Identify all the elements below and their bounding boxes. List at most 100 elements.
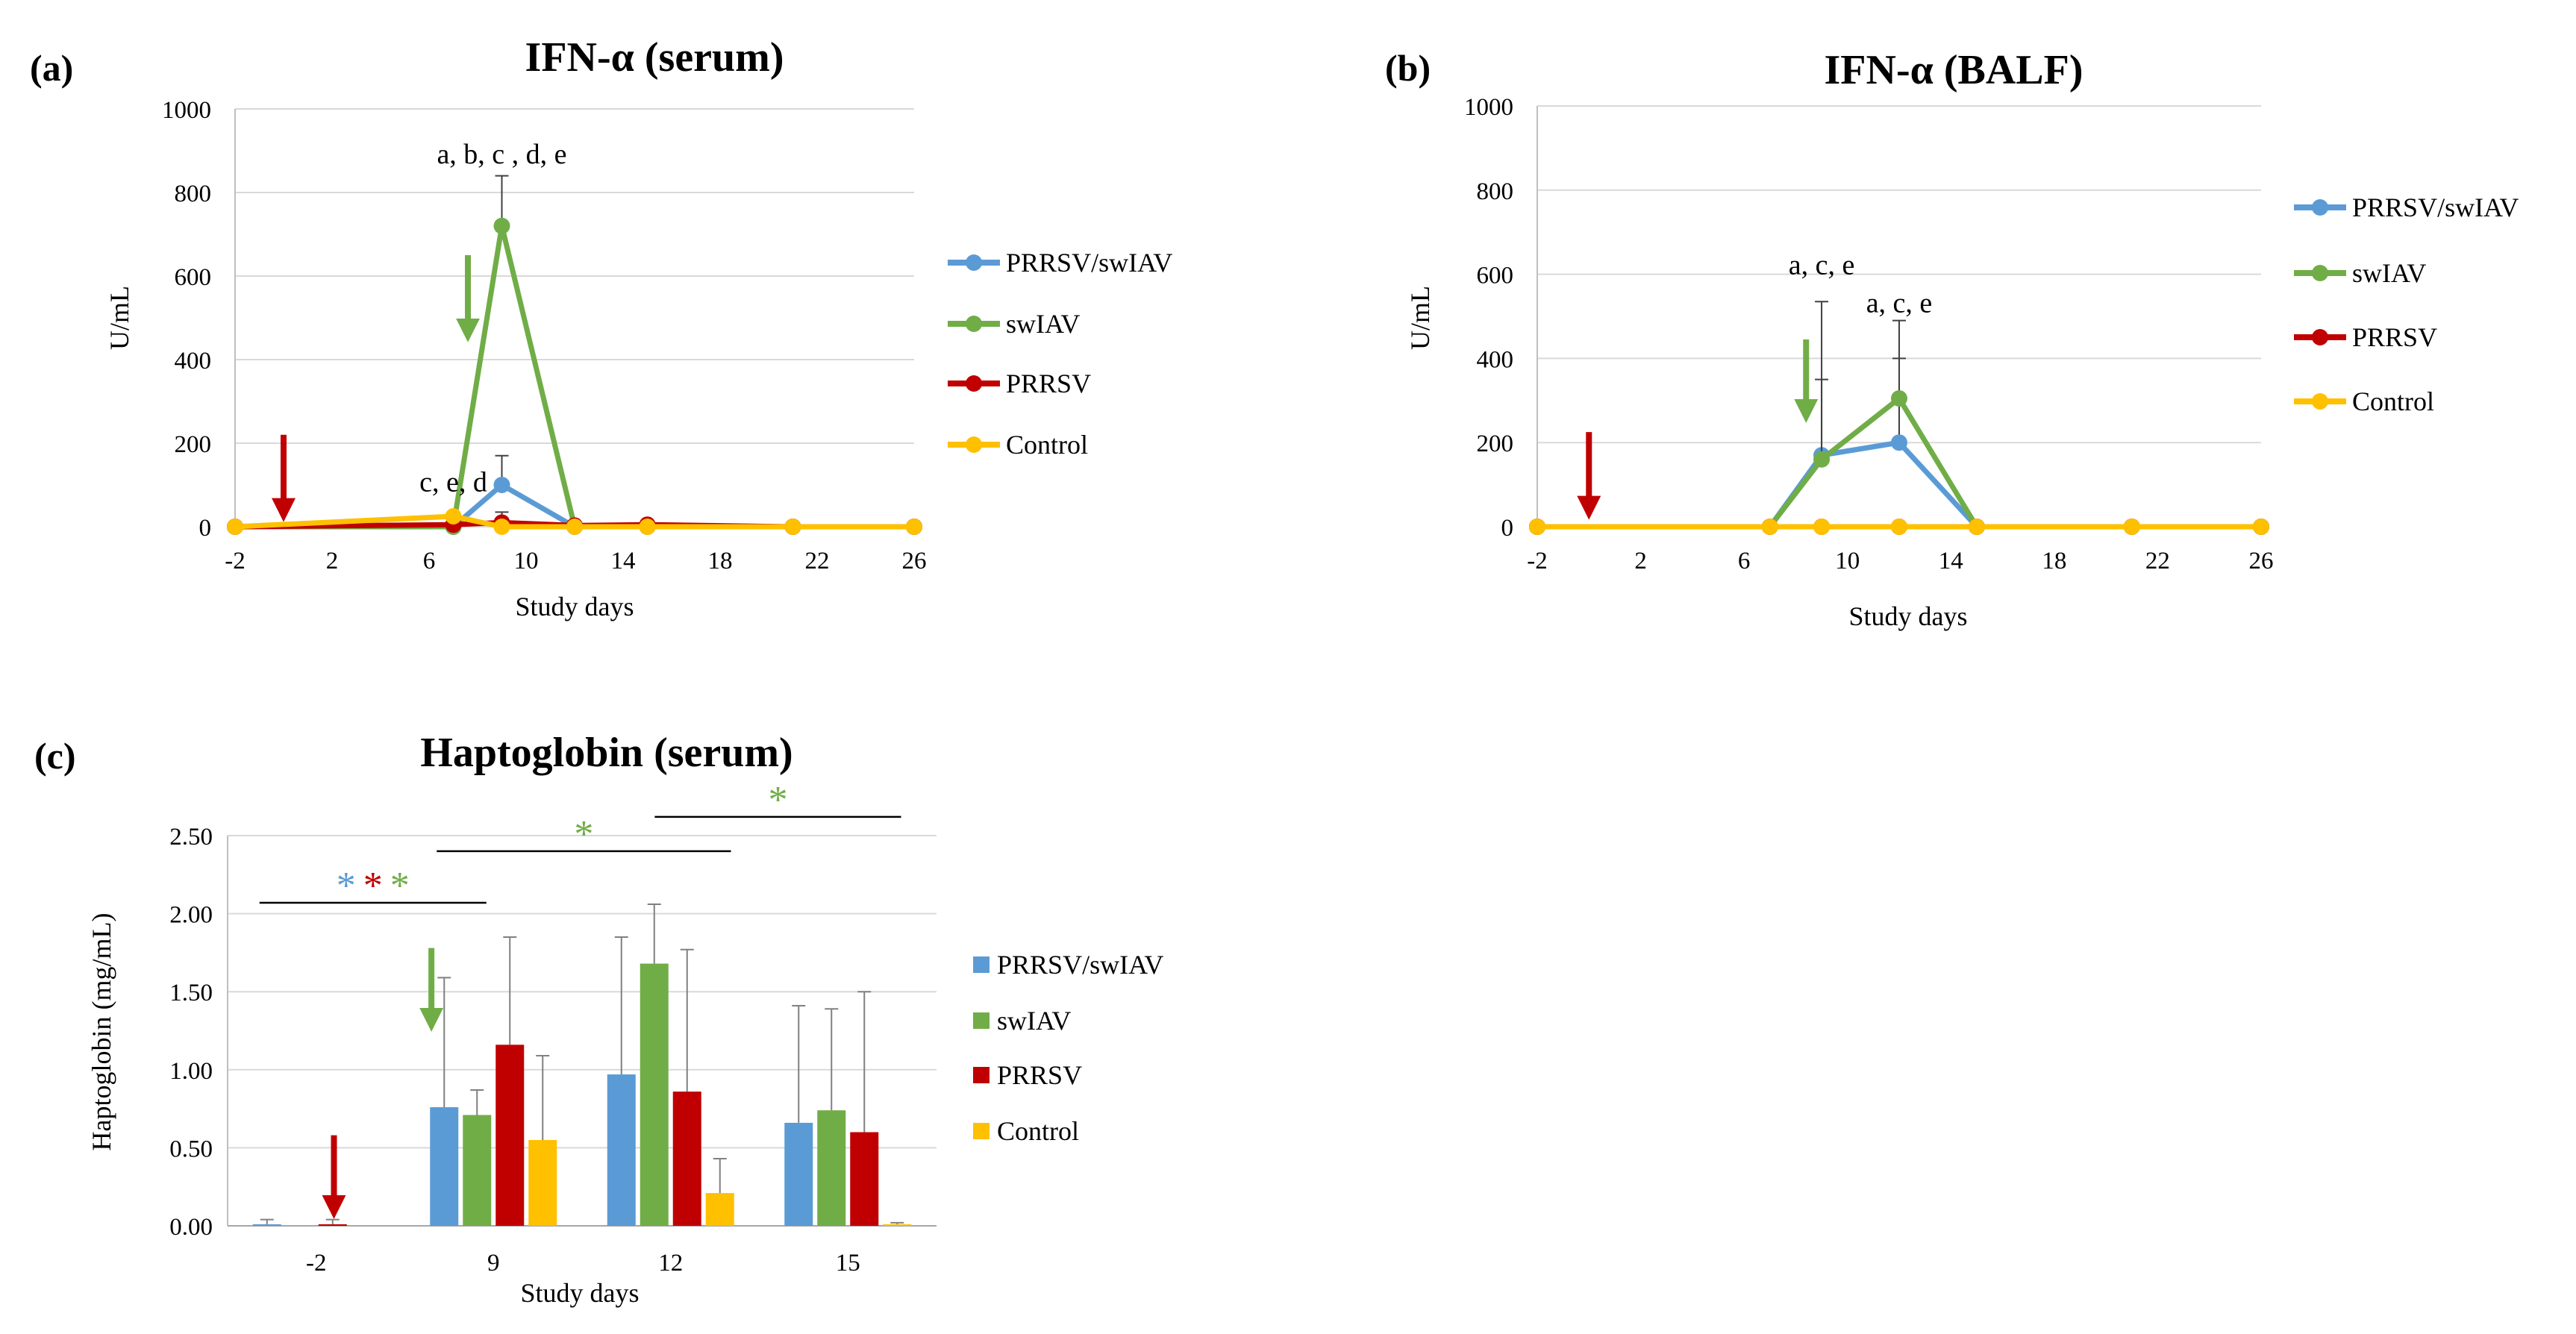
significance-annotation: a, b, c , d, e	[437, 139, 566, 170]
legend-marker	[966, 375, 982, 392]
data-point	[1968, 519, 1985, 535]
legend-item-control: Control	[948, 430, 1088, 460]
significance-star: *	[574, 813, 593, 856]
y-tick-label: 600	[175, 264, 212, 291]
y-axis-label-b: U/mL	[1405, 286, 1435, 350]
x-tick-label: -2	[225, 548, 246, 574]
bar	[463, 1115, 492, 1226]
x-tick-label: 14	[611, 548, 636, 574]
x-tick-label: 10	[514, 548, 539, 574]
bar	[430, 1107, 459, 1226]
y-tick-label: 0.50	[169, 1136, 213, 1162]
legend-marker	[966, 436, 982, 453]
legend-item-prrsv: PRRSV	[948, 369, 1091, 398]
panel-label-c: (c)	[34, 735, 76, 777]
y-tick-label: 800	[175, 181, 212, 207]
legend-swatch	[973, 1123, 990, 1139]
legend-marker	[966, 254, 982, 271]
data-point	[493, 477, 510, 493]
legend-label: Control	[2352, 386, 2434, 416]
chart-title-c: Haptoglobin (serum)	[420, 730, 793, 776]
x-tick-label: 18	[708, 548, 733, 574]
series-line	[1537, 439, 2261, 530]
legend-swatch	[973, 956, 990, 973]
bar	[252, 1224, 281, 1226]
bar	[640, 963, 669, 1226]
data-point	[784, 519, 801, 535]
panel-c: (c) Haptoglobin (serum) Study days Hapto…	[34, 730, 1163, 1308]
y-tick-label: 800	[1477, 178, 1514, 205]
panel-label-b: (b)	[1385, 47, 1431, 89]
legend-marker	[2312, 329, 2328, 345]
significance-annotation: a, c, e	[1866, 287, 1933, 319]
bar	[528, 1139, 557, 1226]
x-tick-label: 18	[2042, 548, 2066, 574]
y-tick-label: 1.00	[169, 1058, 213, 1085]
y-tick-label: 400	[1477, 346, 1514, 373]
x-tick-label: 10	[1835, 548, 1860, 574]
bar	[318, 1224, 347, 1226]
legend-item-control: Control	[2294, 386, 2434, 416]
bar	[850, 1132, 879, 1226]
data-point	[1761, 519, 1778, 535]
bar	[784, 1122, 813, 1226]
legend-marker	[2312, 199, 2328, 216]
x-axis-label-b: Study days	[1848, 601, 1967, 631]
data-point	[1813, 519, 1831, 535]
legend-c: PRRSV/swIAV swIAV PRRSV Control	[973, 950, 1163, 1146]
data-point	[1529, 519, 1545, 535]
legend-swatch	[973, 1012, 990, 1029]
x-axis-label-c: Study days	[520, 1278, 639, 1308]
x-tick-label: 22	[805, 548, 830, 574]
legend-label: PRRSV	[997, 1060, 1082, 1090]
x-tick-label: 12	[658, 1250, 683, 1277]
legend-label: PRRSV/swIAV	[997, 950, 1163, 980]
significance-star: *	[337, 865, 356, 907]
x-tick-label: 22	[2145, 548, 2170, 574]
legend-label: swIAV	[1006, 309, 1080, 339]
legend-marker	[2312, 393, 2328, 410]
y-tick-label: 0	[1501, 515, 1514, 542]
data-point	[906, 519, 922, 535]
y-tick-label: 1.50	[169, 980, 213, 1006]
x-tick-label: 14	[1939, 548, 1963, 574]
legend-swatch	[973, 1067, 990, 1083]
data-point	[2123, 519, 2140, 535]
data-point	[1891, 434, 1907, 451]
x-tick-label: 6	[423, 548, 436, 574]
bar	[495, 1045, 525, 1226]
bar	[883, 1224, 912, 1226]
chart-title-b: IFN-α (BALF)	[1825, 47, 2083, 93]
y-axis-label-a: U/mL	[104, 286, 134, 350]
panel-b: (b) IFN-α (BALF) Study days U/mL 0 200 400…	[1385, 47, 2519, 631]
x-tick-label: 6	[1738, 548, 1751, 574]
chart-title-a: IFN-α (serum)	[525, 34, 784, 81]
bar	[607, 1074, 636, 1226]
panel-label-a: (a)	[30, 47, 73, 89]
legend-item-control: Control	[973, 1116, 1079, 1146]
y-tick-label: 400	[175, 348, 212, 375]
data-point	[445, 508, 462, 524]
x-tick-label: 2	[1634, 548, 1647, 574]
significance-star: *	[363, 865, 383, 907]
legend-item-swiav: swIAV	[948, 309, 1080, 339]
legend-a: PRRSV/swIAV swIAV PRRSV Control	[948, 248, 1172, 460]
legend-item-prrsv: PRRSV	[973, 1060, 1082, 1090]
y-tick-label: 1000	[1464, 94, 1513, 121]
series-line	[235, 223, 914, 530]
significance-annotation: c, e, d	[419, 466, 487, 498]
x-tick-label: 9	[487, 1250, 500, 1277]
legend-label: PRRSV	[2352, 322, 2437, 352]
data-point	[1891, 389, 1907, 407]
legend-label: PRRSV	[1006, 369, 1091, 398]
legend-item-prrsv: PRRSV	[2294, 322, 2437, 352]
legend-label: Control	[1006, 430, 1088, 460]
plot-area-c: 0.000.501.001.502.002.50-2 9 12 15* * ***	[169, 779, 937, 1277]
legend-marker	[966, 316, 982, 332]
x-tick-label: 26	[2249, 548, 2274, 574]
legend-label: PRRSV/swIAV	[1006, 248, 1172, 278]
panel-a: (a) IFN-α (serum) Study days U/mL 0 200 40…	[30, 34, 1172, 621]
